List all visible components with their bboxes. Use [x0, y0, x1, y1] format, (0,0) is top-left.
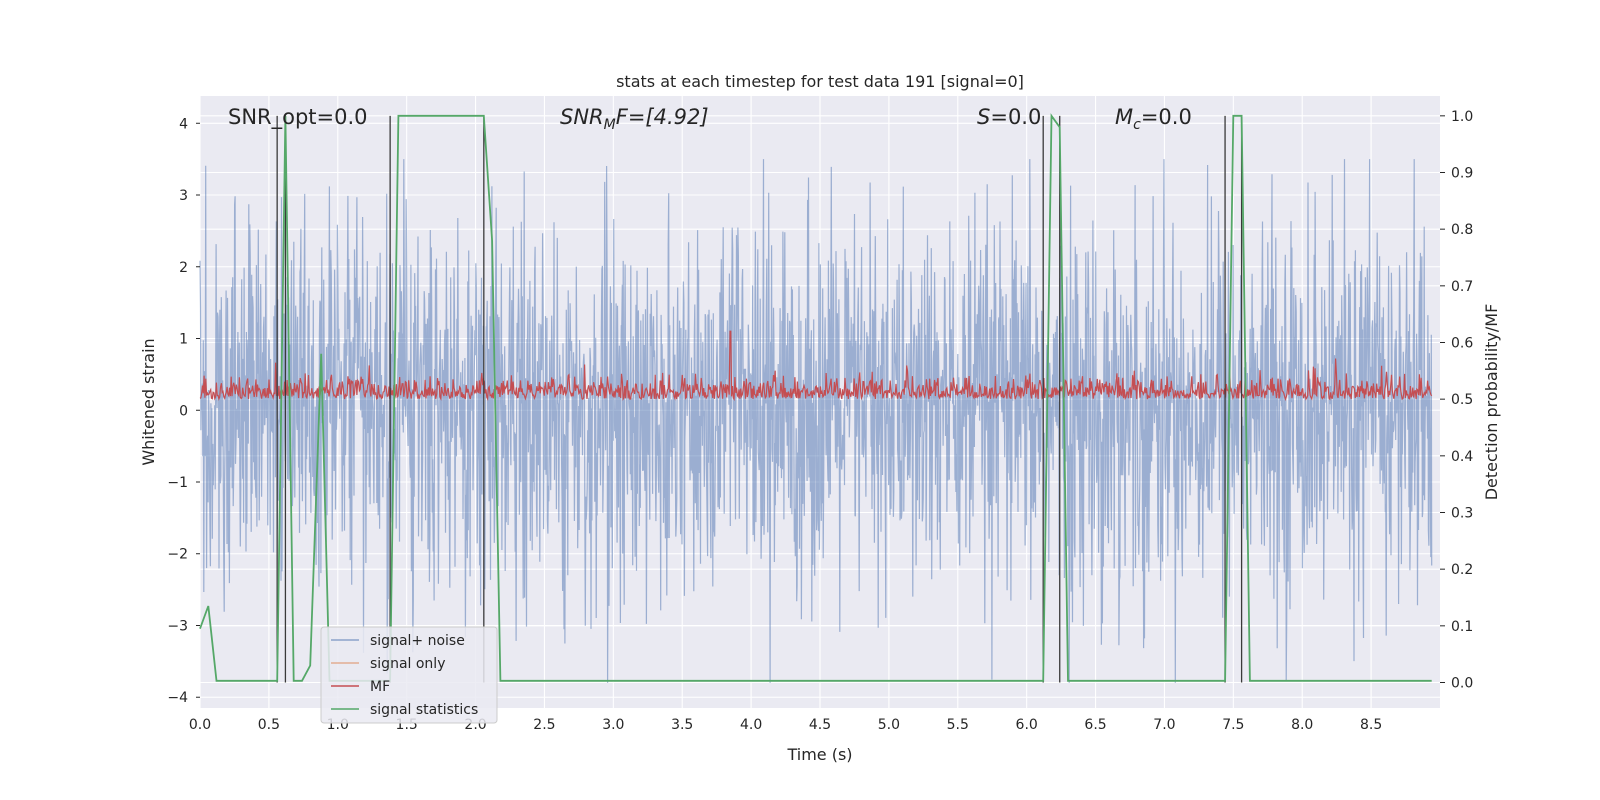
- annotation-s-tail: =0.0: [990, 105, 1041, 129]
- annotation-s-main: S: [977, 105, 990, 129]
- x-tick-label: 6.5: [1084, 717, 1106, 733]
- legend-box: [320, 626, 498, 724]
- y2-tick-label: 0.8: [1451, 222, 1473, 238]
- y-tick-label: 0: [179, 403, 188, 419]
- legend-label-mf: MF: [370, 679, 390, 695]
- y2-tick-label: 0.2: [1451, 562, 1473, 578]
- annotation-mc-main: M: [1115, 105, 1133, 129]
- annotation-mc-sub: c: [1133, 117, 1141, 133]
- y2-tick-label: 1.0: [1451, 109, 1473, 125]
- y-tick-label: 1: [179, 332, 188, 348]
- signal-noise-line: [199, 159, 1433, 683]
- annotation-snr-mf-main: SNR: [560, 105, 604, 129]
- y2-tick-label: 0.5: [1451, 392, 1473, 408]
- signal-noise-series: [199, 159, 1433, 683]
- y2-axis-label: Detection probability/MF: [1482, 304, 1501, 501]
- y-tick-label: −3: [167, 618, 188, 634]
- y2-tick-label: 0.1: [1451, 619, 1473, 635]
- y2-tick-label: 0.3: [1451, 506, 1473, 522]
- y2-tick-label: 0.6: [1451, 336, 1473, 352]
- annotation-snr-opt: SNR_opt=0.0: [228, 105, 368, 130]
- x-tick-label: 8.0: [1291, 717, 1313, 733]
- ticks: 0.0 0.5 1.0 1.5 2.0 2.5 3.0 3.5 4.0 4.5 5.0 5.5 6.0 6…: [167, 109, 1473, 733]
- x-tick-label: 0.5: [258, 717, 280, 733]
- annotation-snr-mf: SNRMF=[4.92]: [560, 105, 709, 133]
- annotation-mc-tail: =0.0: [1141, 105, 1192, 129]
- y-tick-label: 2: [179, 260, 188, 276]
- y-tick-label: 3: [179, 188, 188, 204]
- x-tick-label: 8.5: [1360, 717, 1382, 733]
- signal-statistics-series: [199, 113, 1432, 682]
- y2-tick-label: 0.0: [1451, 676, 1473, 692]
- signal-statistics-line: [199, 113, 1432, 682]
- y-tick-label: −1: [167, 475, 188, 491]
- x-tick-label: 7.0: [1153, 717, 1175, 733]
- legend: signal+ noise signal only MF signal stat…: [320, 626, 498, 724]
- x-tick-label: 6.0: [1016, 717, 1038, 733]
- annotation-s: S=0.0: [977, 105, 1041, 129]
- chart-title: stats at each timestep for test data 191…: [616, 72, 1024, 91]
- mf-line: [199, 330, 1433, 402]
- annotation-mc: Mc=0.0: [1115, 105, 1192, 133]
- x-tick-label: 7.5: [1222, 717, 1244, 733]
- x-tick-label: 0.0: [189, 717, 211, 733]
- mf-series: [199, 330, 1433, 402]
- y-tick-label: −4: [167, 690, 188, 706]
- vertical-markers: [276, 115, 1243, 683]
- annotation-snr-mf-tail: F=[4.92]: [616, 105, 709, 129]
- y2-tick-label: 0.4: [1451, 449, 1473, 465]
- y2-tick-label: 0.9: [1451, 166, 1473, 182]
- x-tick-label: 2.5: [533, 717, 555, 733]
- annotation-snr-mf-sub: M: [604, 117, 616, 133]
- y-tick-label: −2: [167, 547, 188, 563]
- x-tick-label: 3.5: [671, 717, 693, 733]
- x-axis-label: Time (s): [786, 745, 852, 764]
- x-tick-label: 3.0: [602, 717, 624, 733]
- x-tick-label: 5.0: [878, 717, 900, 733]
- legend-label-signal-statistics: signal statistics: [370, 702, 478, 718]
- legend-label-signal-noise: signal+ noise: [370, 633, 465, 649]
- y-axis-label: Whitened strain: [139, 338, 158, 465]
- legend-label-signal-only: signal only: [370, 656, 445, 672]
- x-tick-label: 4.0: [740, 717, 762, 733]
- x-tick-label: 5.5: [947, 717, 969, 733]
- y-tick-label: 4: [179, 116, 188, 132]
- y2-tick-label: 0.7: [1451, 279, 1473, 295]
- x-tick-label: 4.5: [809, 717, 831, 733]
